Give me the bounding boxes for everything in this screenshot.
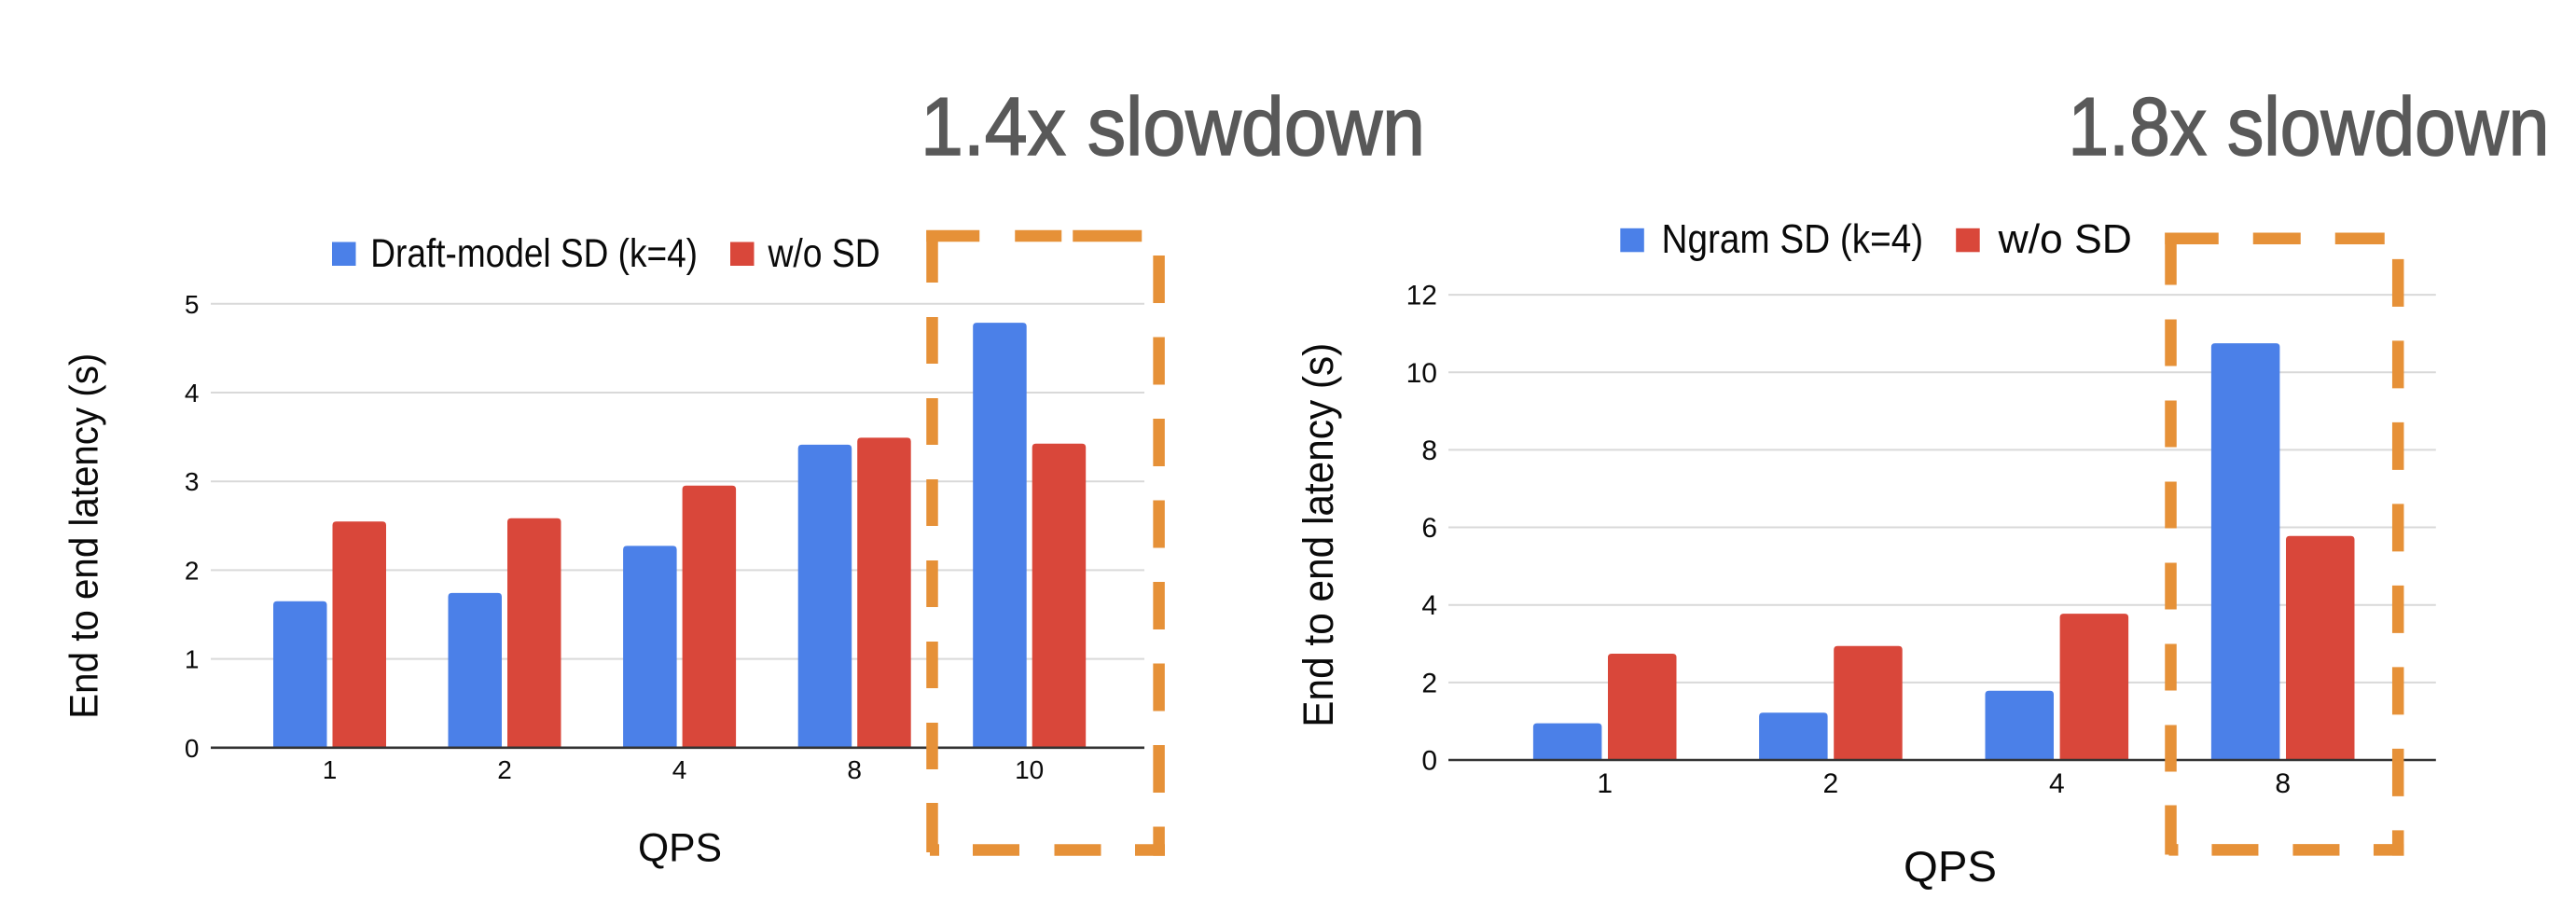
svg-text:12: 12: [1406, 281, 1437, 311]
svg-text:0: 0: [185, 734, 200, 763]
svg-text:2: 2: [497, 755, 512, 784]
svg-text:4: 4: [185, 379, 200, 408]
svg-text:4: 4: [2049, 768, 2065, 799]
svg-text:2: 2: [185, 556, 200, 585]
svg-text:6: 6: [1421, 513, 1437, 544]
svg-text:Draft-model SD (k=4): Draft-model SD (k=4): [370, 231, 698, 276]
svg-text:8: 8: [1421, 435, 1437, 466]
svg-text:1.4x slowdown: 1.4x slowdown: [921, 80, 1425, 173]
svg-text:1: 1: [185, 645, 200, 674]
svg-text:4: 4: [672, 755, 687, 784]
svg-text:8: 8: [847, 755, 862, 784]
svg-text:1: 1: [323, 755, 338, 784]
svg-text:1: 1: [1597, 768, 1613, 799]
svg-text:Ngram SD (k=4): Ngram SD (k=4): [1662, 216, 1924, 262]
svg-text:0: 0: [1421, 746, 1437, 777]
svg-text:5: 5: [185, 290, 200, 319]
svg-text:10: 10: [1015, 755, 1044, 784]
svg-text:QPS: QPS: [1904, 842, 1997, 891]
svg-text:4: 4: [1421, 590, 1437, 621]
svg-text:2: 2: [1421, 668, 1437, 698]
svg-text:3: 3: [185, 467, 200, 496]
svg-text:w/o SD: w/o SD: [1998, 216, 2132, 262]
svg-text:2: 2: [1823, 768, 1839, 799]
svg-text:End to end latency (s): End to end latency (s): [62, 353, 107, 719]
svg-text:8: 8: [2275, 768, 2291, 799]
svg-text:QPS: QPS: [638, 826, 722, 871]
svg-text:End to end latency (s): End to end latency (s): [1295, 343, 1342, 727]
svg-text:10: 10: [1406, 358, 1437, 389]
svg-text:w/o SD: w/o SD: [768, 231, 880, 276]
svg-text:1.8x slowdown: 1.8x slowdown: [2068, 80, 2549, 173]
